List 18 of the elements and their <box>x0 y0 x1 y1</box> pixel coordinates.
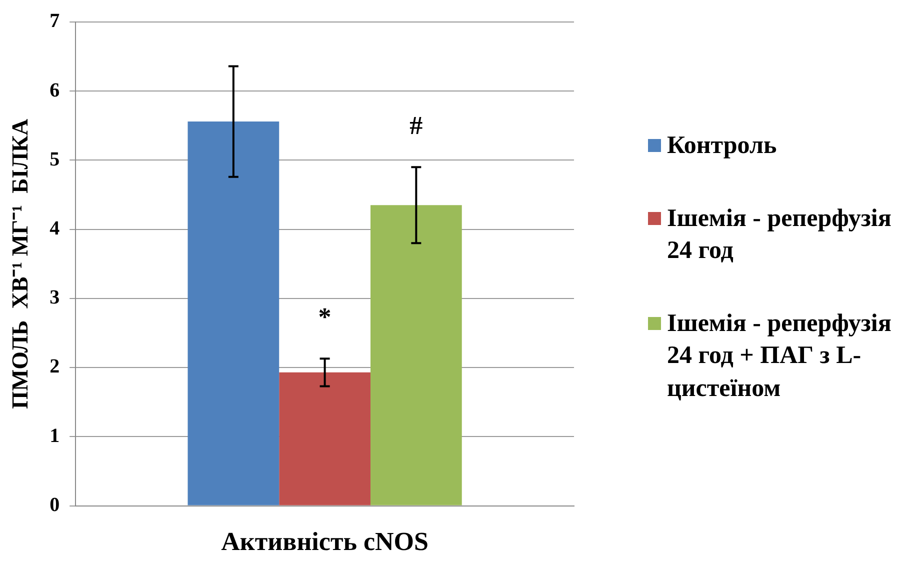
y-tick-label: 6 <box>50 79 60 102</box>
y-tick-label: 0 <box>50 494 60 516</box>
annotation: # <box>410 110 423 140</box>
y-axis-title: ПМОЛЬ ХВ⁻¹ МГ⁻¹ БІЛКА <box>8 118 33 409</box>
bar <box>370 205 462 506</box>
annotation: * <box>318 302 332 332</box>
legend-label: Ішемія - реперфузія 24 год <box>667 204 892 266</box>
y-tick-label: 1 <box>50 424 60 447</box>
y-tick-label: 4 <box>50 218 60 240</box>
legend-label: Ішемія - реперфузія 24 год + ПАГ з L-цистеїном <box>667 308 892 404</box>
y-tick-label: 3 <box>50 286 60 309</box>
bar <box>188 122 280 506</box>
y-tick-label: 2 <box>50 356 60 378</box>
y-tick-label: 7 <box>50 10 60 32</box>
y-tick-label: 5 <box>50 148 60 170</box>
legend-label: Контроль <box>667 131 777 161</box>
x-tick-label: Активність cNOS <box>221 527 428 556</box>
bar <box>279 372 370 506</box>
